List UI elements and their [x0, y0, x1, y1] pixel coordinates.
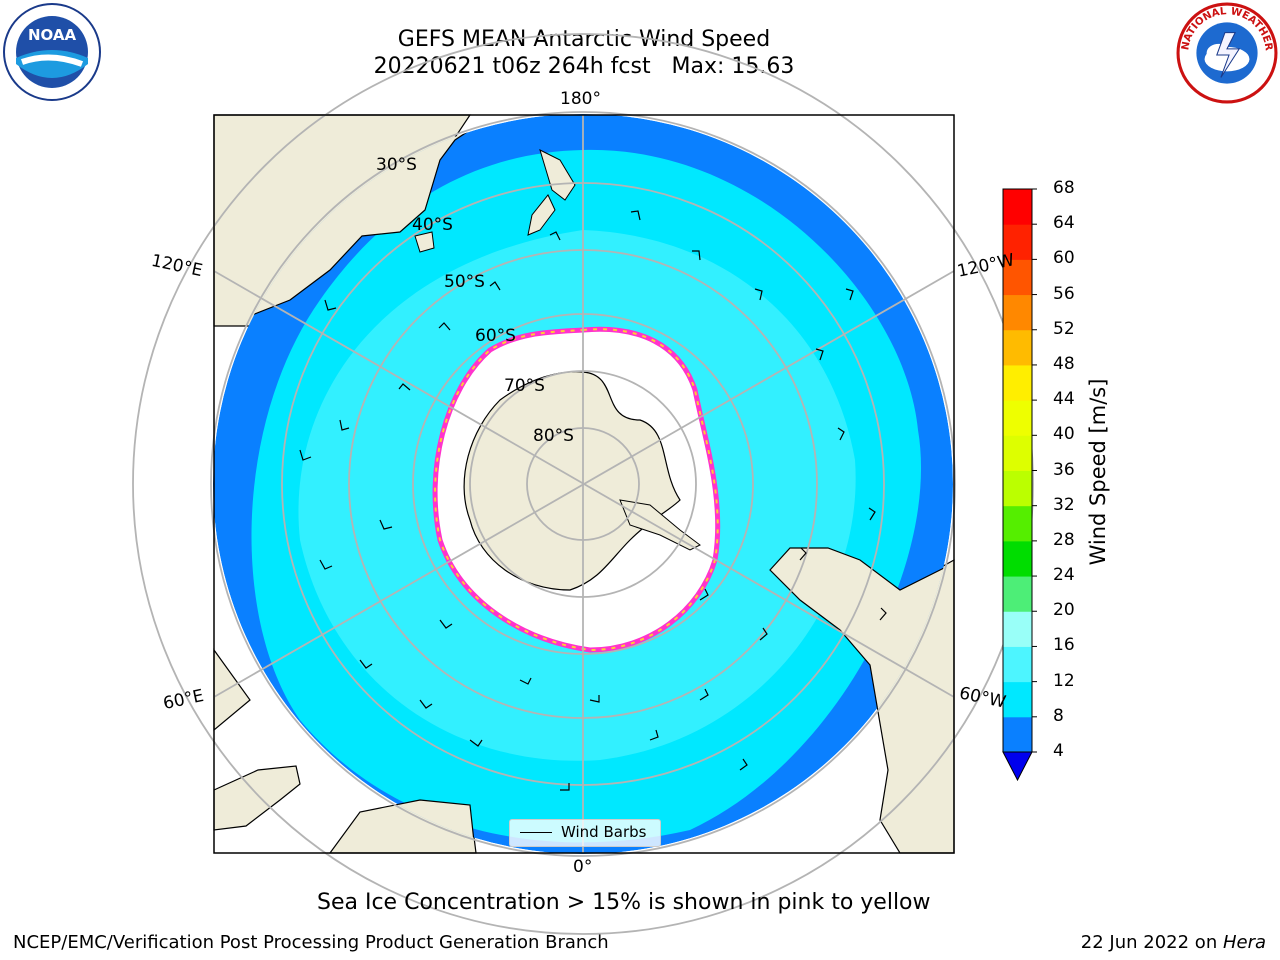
colorbar-tick-label: 20 [1053, 600, 1075, 621]
colorbar-tick-label: 52 [1053, 318, 1075, 339]
noaa-logo: NOAA [3, 3, 101, 101]
colorbar-tick-label: 36 [1053, 459, 1075, 480]
lat-label-40s: 40°S [412, 215, 453, 235]
lat-label-30s: 30°S [376, 155, 417, 175]
antarctica-landmass [463, 371, 681, 591]
colorbar-segment [1003, 224, 1032, 260]
colorbar-tick-label: 16 [1053, 635, 1075, 656]
colorbar-tick-label: 28 [1053, 529, 1075, 550]
lon-label-0: 0° [573, 857, 593, 877]
colorbar-tick-label: 48 [1053, 353, 1075, 374]
colorbar-tick-label: 24 [1053, 565, 1075, 586]
map-frame [213, 114, 955, 854]
colorbar-tick-label: 56 [1053, 283, 1075, 304]
colorbar-segment [1003, 681, 1032, 718]
colorbar-segment [1003, 576, 1032, 612]
footer-date: 22 Jun 2022 on Hera [1081, 932, 1266, 953]
lon-label-180: 180° [560, 89, 601, 109]
colorbar-tick-label: 32 [1053, 494, 1075, 515]
colorbar-segment [1003, 329, 1032, 366]
colorbar-tick-label: 68 [1053, 178, 1075, 198]
nws-logo: NATIONAL WEATHER SERVICE [1176, 2, 1278, 104]
footer-credit: NCEP/EMC/Verification Post Processing Pr… [13, 932, 609, 953]
colorbar-tick-label: 12 [1053, 670, 1075, 691]
legend-label: Wind Barbs [561, 823, 647, 841]
colorbar-segment [1003, 540, 1032, 577]
lat-label-60s: 60°S [475, 326, 516, 346]
noaa-logo-text: NOAA [28, 26, 77, 44]
colorbar-segment [1003, 364, 1032, 401]
map-subtitle: 20220621 t06z 264h fcst Max: 15.63 [373, 54, 795, 79]
colorbar-tick-label: 8 [1053, 705, 1064, 726]
colorbar-segment [1003, 400, 1032, 436]
colorbar-tick-label: 60 [1053, 248, 1075, 269]
map-legend: Wind Barbs [509, 819, 661, 847]
colorbar-segment [1003, 716, 1032, 753]
colorbar-tick-label: 4 [1053, 741, 1064, 761]
colorbar-label: Wind Speed [m/s] [1086, 378, 1110, 566]
colorbar-tick-label: 44 [1053, 389, 1075, 410]
footer-host: Hera [1222, 932, 1266, 953]
lat-label-80s: 80°S [533, 426, 574, 446]
colorbar [1002, 188, 1037, 782]
sea-ice-note: Sea Ice Concentration > 15% is shown in … [317, 890, 931, 915]
colorbar-segment [1003, 611, 1032, 647]
legend-wind-barb-line [520, 832, 552, 833]
colorbar-extend-arrow [1002, 751, 1033, 782]
wind-barbs [299, 210, 887, 791]
colorbar-segment [1003, 470, 1032, 507]
colorbar-segment [1003, 189, 1032, 225]
lat-label-70s: 70°S [504, 376, 545, 396]
colorbar-tick-label: 40 [1053, 424, 1075, 445]
colorbar-segment [1003, 505, 1032, 542]
footer-date-text: 22 Jun 2022 on [1080, 932, 1223, 953]
colorbar-segment [1003, 435, 1032, 471]
colorbar-segment [1003, 259, 1032, 296]
lat-label-50s: 50°S [444, 272, 485, 292]
colorbar-segment [1003, 294, 1032, 331]
map-title: GEFS MEAN Antarctic Wind Speed [397, 27, 771, 52]
graticule [132, 33, 1034, 935]
colorbar-tick-label: 64 [1053, 213, 1075, 234]
colorbar-segment [1003, 646, 1032, 683]
